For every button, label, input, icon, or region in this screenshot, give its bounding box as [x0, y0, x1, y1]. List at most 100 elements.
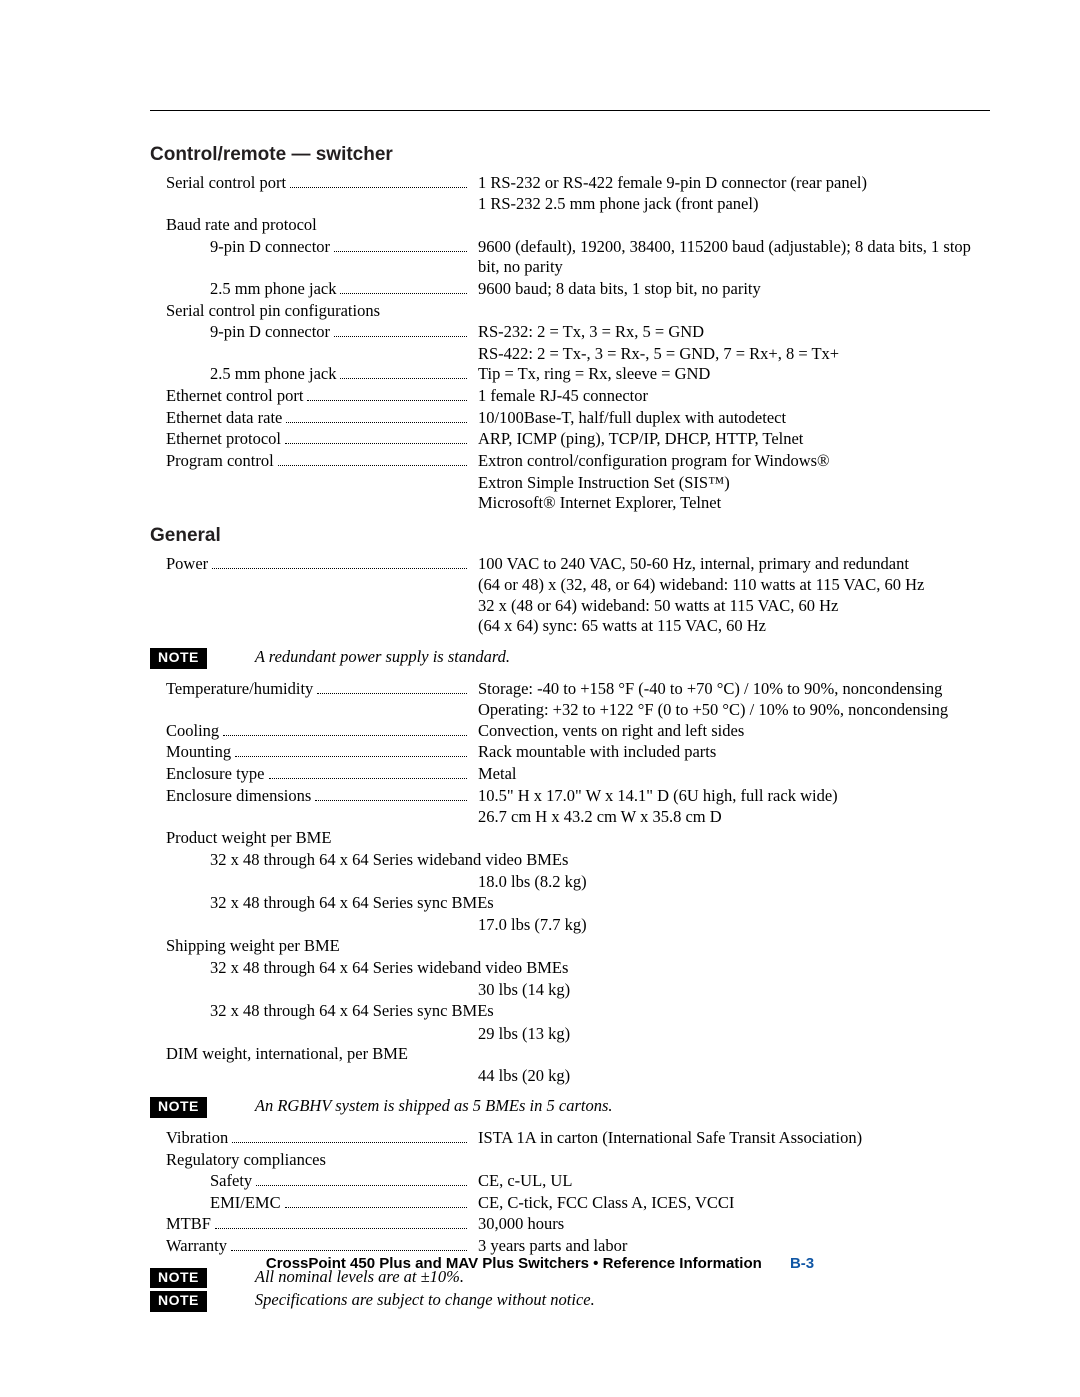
dot-leader	[334, 324, 467, 337]
dot-leader	[232, 1130, 467, 1143]
spec-label: 9-pin D connector	[210, 237, 330, 258]
spec-row: Regulatory compliances	[150, 1150, 990, 1171]
spec-value: Tip = Tx, ring = Rx, sleeve = GND	[470, 364, 990, 385]
spec-value-continuation: Microsoft® Internet Explorer, Telnet	[150, 493, 990, 514]
section-heading-control-remote: Control/remote — switcher	[150, 143, 990, 167]
spec-label: Serial control pin configurations	[166, 301, 380, 322]
spec-row: Serial control pin configurations	[150, 301, 990, 322]
spec-value-continuation: (64 x 64) sync: 65 watts at 115 VAC, 60 …	[150, 616, 990, 637]
dot-leader	[340, 281, 467, 294]
spec-value-continuation: Extron Simple Instruction Set (SIS™)	[150, 473, 990, 494]
note-text: A redundant power supply is standard.	[255, 647, 510, 668]
spec-row: Cooling Convection, vents on right and le…	[150, 721, 990, 742]
dot-leader	[215, 1216, 467, 1229]
notes-end: NOTE All nominal levels are at ±10%. NOT…	[150, 1267, 990, 1314]
spec-label: 2.5 mm phone jack	[210, 279, 336, 300]
page-root: Control/remote — switcher Serial control…	[0, 0, 1080, 1314]
spec-value: 1 RS-232 or RS-422 female 9-pin D connec…	[470, 173, 990, 194]
note-rgbhv-shipping: NOTE An RGBHV system is shipped as 5 BME…	[150, 1096, 990, 1118]
spec-label: Shipping weight per BME	[166, 936, 340, 957]
spec-row: Ethernet data rate10/100Base-T, half/ful…	[150, 408, 990, 429]
spec-row: 2.5 mm phone jack9600 baud; 8 data bits,…	[150, 279, 990, 300]
spec-label: Ethernet protocol	[166, 429, 281, 450]
spec-row: Baud rate and protocol	[150, 215, 990, 236]
page-footer: CrossPoint 450 Plus and MAV Plus Switche…	[0, 1255, 1080, 1274]
dot-leader	[286, 409, 467, 422]
dot-leader	[256, 1173, 467, 1186]
spec-label: Safety	[210, 1171, 252, 1192]
dot-leader	[235, 744, 467, 757]
dot-leader	[285, 1194, 467, 1207]
spec-value: Rack mountable with included parts	[470, 742, 990, 763]
spec-value: Metal	[470, 764, 990, 785]
spec-label: EMI/EMC	[210, 1193, 281, 1214]
spec-value: 3 years parts and labor	[470, 1236, 990, 1257]
note-badge-icon: NOTE	[150, 1097, 207, 1118]
top-rule	[150, 110, 990, 111]
rows-control-remote: Serial control port 1 RS-232 or RS-422 fe…	[150, 173, 990, 514]
spec-label: Temperature/humidity	[166, 679, 313, 700]
dot-leader	[307, 388, 467, 401]
spec-label: Vibration	[166, 1128, 228, 1149]
spec-value: Extron control/configuration program for…	[470, 451, 990, 472]
note-badge-icon: NOTE	[150, 648, 207, 669]
spec-value-continuation: 32 x (48 or 64) wideband: 50 watts at 11…	[150, 596, 990, 617]
spec-value-continuation: Operating: +32 to +122 °F (0 to +50 °C) …	[150, 700, 990, 721]
spec-value-continuation: 26.7 cm H x 43.2 cm W x 35.8 cm D	[150, 807, 990, 828]
note-specs-subject-change: NOTE Specifications are subject to chang…	[150, 1290, 990, 1312]
spec-value: Convection, vents on right and left side…	[470, 721, 990, 742]
spec-sublabel: 32 x 48 through 64 x 64 Series wideband …	[150, 850, 990, 871]
spec-value: Storage: -40 to +158 °F (-40 to +70 °C) …	[470, 679, 990, 700]
spec-value-continuation: 44 lbs (20 kg)	[150, 1066, 990, 1087]
spec-value: 30,000 hours	[470, 1214, 990, 1235]
spec-value: 100 VAC to 240 VAC, 50-60 Hz, internal, …	[470, 554, 990, 575]
spec-label: 9-pin D connector	[210, 322, 330, 343]
dot-leader	[315, 787, 467, 800]
spec-label: Ethernet control port	[166, 386, 303, 407]
spec-label: Enclosure dimensions	[166, 786, 311, 807]
spec-value: 1 female RJ-45 connector	[470, 386, 990, 407]
dot-leader	[340, 366, 467, 379]
dot-leader	[269, 766, 467, 779]
rows-general-c: Vibration ISTA 1A in carton (Internationa…	[150, 1128, 990, 1257]
note-text: An RGBHV system is shipped as 5 BMEs in …	[255, 1096, 613, 1117]
spec-row: 2.5 mm phone jackTip = Tx, ring = Rx, sl…	[150, 364, 990, 385]
section-heading-general: General	[150, 524, 990, 548]
spec-row: DIM weight, international, per BME	[150, 1044, 990, 1065]
spec-value-continuation: 17.0 lbs (7.7 kg)	[150, 915, 990, 936]
dot-leader	[212, 555, 467, 568]
spec-row: 9-pin D connector RS-232: 2 = Tx, 3 = Rx,…	[150, 322, 990, 343]
spec-row: Product weight per BME	[150, 828, 990, 849]
spec-label: Enclosure type	[166, 764, 265, 785]
spec-value: ISTA 1A in carton (International Safe Tr…	[470, 1128, 990, 1149]
spec-value: 9600 (default), 19200, 38400, 115200 bau…	[470, 237, 990, 278]
spec-row: Temperature/humidity Storage: -40 to +158…	[150, 679, 990, 700]
spec-label: Cooling	[166, 721, 219, 742]
spec-sublabel: 32 x 48 through 64 x 64 Series wideband …	[150, 958, 990, 979]
spec-sublabel: 32 x 48 through 64 x 64 Series sync BMEs	[150, 1001, 990, 1022]
spec-label: Program control	[166, 451, 274, 472]
spec-label: Regulatory compliances	[166, 1150, 326, 1171]
spec-value-continuation: 1 RS-232 2.5 mm phone jack (front panel)	[150, 194, 990, 215]
spec-value: ARP, ICMP (ping), TCP/IP, DHCP, HTTP, Te…	[470, 429, 990, 450]
spec-row: Ethernet control port 1 female RJ-45 conn…	[150, 386, 990, 407]
spec-row: EMI/EMC CE, C-tick, FCC Class A, ICES, VC…	[150, 1193, 990, 1214]
spec-value-continuation: (64 or 48) x (32, 48, or 64) wideband: 1…	[150, 575, 990, 596]
dot-leader	[231, 1238, 467, 1251]
spec-value: CE, C-tick, FCC Class A, ICES, VCCI	[470, 1193, 990, 1214]
note-redundant-power: NOTE A redundant power supply is standar…	[150, 647, 990, 669]
spec-row: Ethernet protocol ARP, ICMP (ping), TCP/I…	[150, 429, 990, 450]
rows-general-a: Power100 VAC to 240 VAC, 50-60 Hz, inter…	[150, 554, 990, 638]
spec-row: 9-pin D connector 9600 (default), 19200, …	[150, 237, 990, 278]
spec-value-continuation: 29 lbs (13 kg)	[150, 1024, 990, 1045]
spec-value-continuation: 18.0 lbs (8.2 kg)	[150, 872, 990, 893]
spec-value: RS-232: 2 = Tx, 3 = Rx, 5 = GND	[470, 322, 990, 343]
spec-row: Vibration ISTA 1A in carton (Internationa…	[150, 1128, 990, 1149]
spec-label: DIM weight, international, per BME	[166, 1044, 408, 1065]
dot-leader	[285, 431, 467, 444]
spec-row: MountingRack mountable with included par…	[150, 742, 990, 763]
spec-value: 10/100Base-T, half/full duplex with auto…	[470, 408, 990, 429]
spec-label: Warranty	[166, 1236, 227, 1257]
spec-label: Serial control port	[166, 173, 286, 194]
spec-value: CE, c-UL, UL	[470, 1171, 990, 1192]
